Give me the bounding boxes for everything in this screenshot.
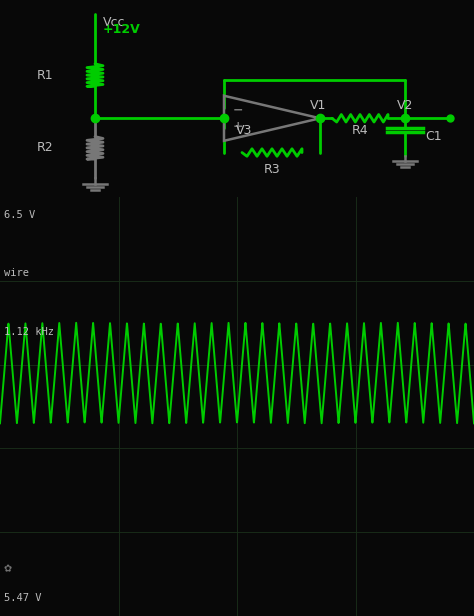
- Text: 6.5 V: 6.5 V: [4, 209, 35, 220]
- Text: ✿: ✿: [4, 564, 12, 574]
- Text: 1.12 kHz: 1.12 kHz: [4, 327, 54, 337]
- Text: 5.47 V: 5.47 V: [4, 593, 41, 604]
- Text: R2: R2: [36, 141, 53, 155]
- Text: R4: R4: [352, 124, 368, 137]
- Text: +: +: [233, 120, 243, 133]
- Text: V3: V3: [236, 124, 252, 137]
- Text: +12V: +12V: [103, 23, 141, 36]
- Text: −: −: [233, 103, 243, 116]
- Text: V2: V2: [397, 99, 413, 111]
- Text: R3: R3: [264, 163, 280, 176]
- Text: Vcc: Vcc: [103, 16, 126, 29]
- Text: wire: wire: [4, 269, 29, 278]
- Text: C1: C1: [425, 129, 442, 142]
- Text: R1: R1: [36, 68, 53, 81]
- Text: V1: V1: [310, 99, 326, 111]
